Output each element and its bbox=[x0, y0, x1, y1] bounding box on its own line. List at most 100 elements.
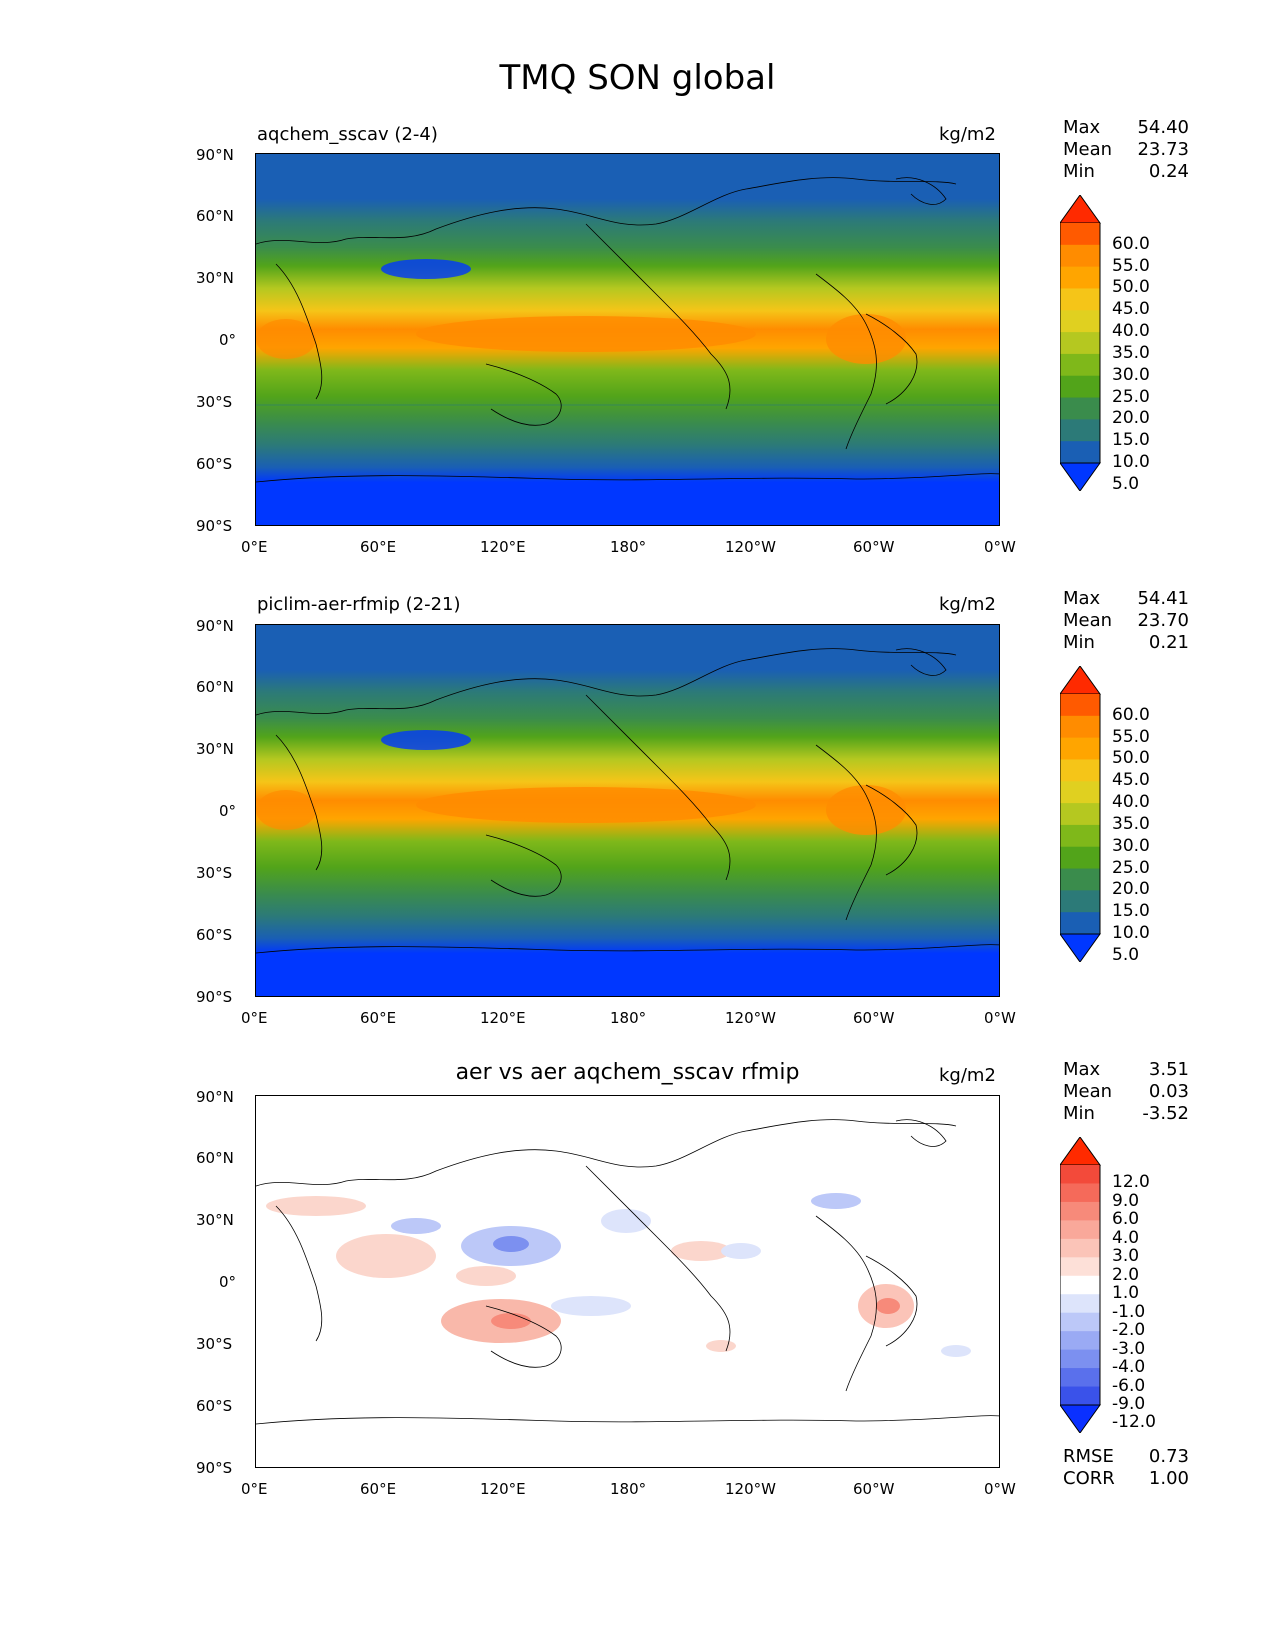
colorbar-segment bbox=[1060, 1201, 1100, 1221]
panel-1-lat-tick-label: 30°S bbox=[196, 393, 233, 411]
panel-2-lon-tick-label: 0°E bbox=[241, 1009, 268, 1027]
panel-3-field bbox=[256, 1096, 999, 1467]
colorbar-segment bbox=[1060, 781, 1100, 804]
colorbar-level-label: 15.0 bbox=[1112, 430, 1150, 451]
colorbar-level-label: 50.0 bbox=[1112, 277, 1150, 298]
panel-1-lon-tick-label: 0°E bbox=[241, 538, 268, 556]
colorbar-segment bbox=[1060, 375, 1100, 399]
panel-3-colorbar bbox=[1060, 1137, 1101, 1433]
panel-2-colorbar bbox=[1060, 666, 1101, 962]
panel-1-colorbar bbox=[1060, 195, 1101, 491]
panel-3-stat-label: Min bbox=[1063, 1103, 1095, 1124]
colorbar-level-label: 5.0 bbox=[1112, 473, 1140, 494]
colorbar-level-label: 3.0 bbox=[1112, 1246, 1140, 1267]
panel-1-lon-tick-label: 60°W bbox=[853, 538, 895, 556]
colorbar-level-label: 1.0 bbox=[1112, 1283, 1140, 1304]
panel-1-lat-tick-label: 90°S bbox=[196, 517, 233, 535]
colorbar-extend-min bbox=[1060, 462, 1101, 491]
colorbar-segment bbox=[1060, 419, 1100, 442]
panel-2-units: kg/m2 bbox=[939, 594, 996, 615]
panel-1-lat-tick-label: 0° bbox=[219, 331, 237, 349]
panel-3-lon-tick-label: 60°W bbox=[853, 1480, 895, 1498]
panel-1-lon-tick-label: 180° bbox=[610, 538, 647, 556]
colorbar-segment bbox=[1060, 1331, 1100, 1351]
panel-2-stat-label: Max bbox=[1063, 588, 1101, 609]
colorbar-level-label: 35.0 bbox=[1112, 342, 1150, 363]
panel-3-anomalies bbox=[266, 1193, 971, 1357]
panel-3-units: kg/m2 bbox=[939, 1065, 996, 1086]
colorbar-segment bbox=[1060, 868, 1100, 891]
panel-2-lat-tick-label: 60°N bbox=[196, 678, 234, 696]
colorbar-level-label: 60.0 bbox=[1112, 704, 1150, 725]
colorbar-level-label: 50.0 bbox=[1112, 748, 1150, 769]
panel-3-lat-tick-label: 30°S bbox=[196, 1335, 233, 1353]
panel-3-corr-label: CORR bbox=[1063, 1468, 1115, 1489]
colorbar-segment bbox=[1060, 1349, 1100, 1369]
colorbar-level-label: 35.0 bbox=[1112, 813, 1150, 834]
colorbar-segment bbox=[1060, 1368, 1100, 1388]
panel-1-map bbox=[255, 153, 1000, 526]
panel-3-stat-value: 3.51 bbox=[1148, 1059, 1189, 1080]
panel-2-lon-tick-label: 60°E bbox=[360, 1009, 397, 1027]
colorbar-outline bbox=[1060, 694, 1101, 934]
panel-2-lat-tick-label: 60°S bbox=[196, 926, 233, 944]
panel-1-coastlines bbox=[256, 177, 999, 483]
panel-1-lat-tick-label: 30°N bbox=[196, 269, 234, 287]
panel-2-lon-tick-label: 60°W bbox=[853, 1009, 895, 1027]
colorbar-segment bbox=[1060, 332, 1100, 355]
colorbar-level-label: 40.0 bbox=[1112, 321, 1150, 342]
colorbar-segment bbox=[1060, 715, 1100, 739]
panel-1-lon-tick-label: 120°E bbox=[480, 538, 526, 556]
colorbar-segment bbox=[1060, 1257, 1100, 1277]
colorbar-segment bbox=[1060, 1386, 1100, 1406]
panel-2-stat-value: 0.21 bbox=[1148, 632, 1189, 653]
colorbar-segment bbox=[1060, 912, 1100, 935]
panel-3-rmse-value: 0.73 bbox=[1148, 1446, 1189, 1467]
panel-2-title: piclim-aer-rfmip (2-21) bbox=[257, 594, 461, 615]
panel-3-lat-tick-label: 0° bbox=[219, 1273, 237, 1291]
colorbar-level-label: 30.0 bbox=[1112, 364, 1150, 385]
colorbar-level-label: -6.0 bbox=[1112, 1375, 1146, 1396]
panel-1-lat-tick-label: 90°N bbox=[196, 146, 234, 164]
panel-2-lon-tick-label: 180° bbox=[610, 1009, 647, 1027]
panel-1-title: aqchem_sscav (2-4) bbox=[257, 124, 438, 145]
colorbar-level-label: 45.0 bbox=[1112, 299, 1150, 320]
colorbar-segment bbox=[1060, 1183, 1100, 1203]
panel-3-lon-tick-label: 120°E bbox=[480, 1480, 526, 1498]
colorbar-extend-max bbox=[1060, 195, 1101, 224]
panel-3-title: aer vs aer aqchem_sscav rfmip bbox=[455, 1060, 800, 1085]
panel-3-lon-tick-label: 0°E bbox=[241, 1480, 268, 1498]
panel-2-lat-tick-label: 30°S bbox=[196, 864, 233, 882]
panel-2-stat-value: 54.41 bbox=[1137, 588, 1189, 609]
panel-2-stat-label: Min bbox=[1063, 632, 1095, 653]
panel-3-lat-tick-label: 90°S bbox=[196, 1459, 233, 1477]
panel-1-lon-tick-label: 60°E bbox=[360, 538, 397, 556]
panel-3-rmse-label: RMSE bbox=[1063, 1446, 1114, 1467]
colorbar-level-label: 10.0 bbox=[1112, 452, 1150, 472]
colorbar-level-label: 25.0 bbox=[1112, 386, 1150, 407]
colorbar-segment bbox=[1060, 737, 1100, 760]
panel-1-stat-value: 54.40 bbox=[1137, 117, 1189, 138]
panel-1-units: kg/m2 bbox=[939, 124, 996, 145]
colorbar-outline bbox=[1060, 1165, 1101, 1405]
panel-1-lat-tick-label: 60°S bbox=[196, 455, 233, 473]
panel-3-lon-tick-label: 120°W bbox=[725, 1480, 776, 1498]
colorbar-extend-max bbox=[1060, 666, 1101, 695]
colorbar-outline bbox=[1060, 223, 1101, 463]
colorbar-level-label: -12.0 bbox=[1112, 1412, 1156, 1433]
colorbar-level-label: 10.0 bbox=[1112, 923, 1150, 943]
colorbar-extend-max bbox=[1060, 1137, 1101, 1166]
panel-3-coastlines bbox=[256, 1119, 999, 1425]
panel-2-map bbox=[255, 624, 1000, 997]
panel-3-stat-value: -3.52 bbox=[1142, 1103, 1189, 1124]
panel-2-stat-value: 23.70 bbox=[1137, 610, 1189, 631]
panel-1-lat-tick-label: 60°N bbox=[196, 207, 234, 225]
panel-3-stat-label: Mean bbox=[1063, 1081, 1113, 1102]
colorbar-level-label: 55.0 bbox=[1112, 255, 1150, 276]
colorbar-segment bbox=[1060, 441, 1100, 464]
colorbar-level-label: 40.0 bbox=[1112, 792, 1150, 813]
panel-3-lon-tick-label: 0°W bbox=[984, 1480, 1016, 1498]
colorbar-segment bbox=[1060, 288, 1100, 311]
colorbar-level-label: -2.0 bbox=[1112, 1320, 1146, 1341]
panel-3-lat-tick-label: 60°N bbox=[196, 1149, 234, 1167]
